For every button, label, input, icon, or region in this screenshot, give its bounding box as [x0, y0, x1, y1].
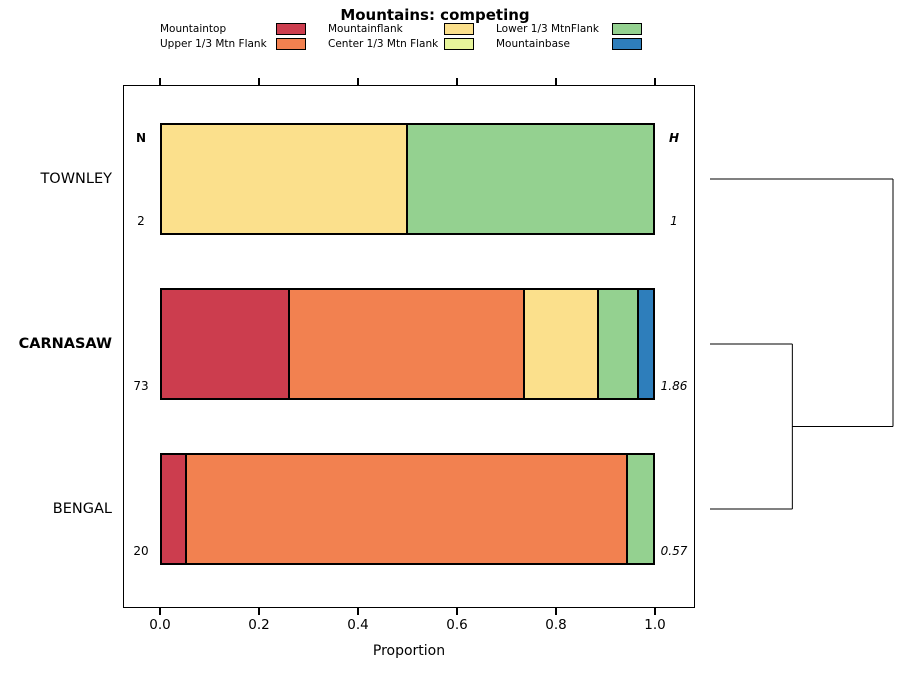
- legend-entry: Upper 1/3 Mtn Flank: [160, 38, 306, 50]
- legend-label: Lower 1/3 MtnFlank: [496, 23, 599, 35]
- legend-swatch: [276, 23, 306, 35]
- x-axis-tick-label: 0.6: [446, 617, 468, 633]
- h-value: 0.57: [660, 544, 688, 558]
- n-value: 20: [133, 544, 149, 558]
- h-value: 1: [670, 214, 678, 228]
- legend-label: Mountainbase: [496, 38, 570, 50]
- legend-entry: Mountaintop: [160, 23, 306, 35]
- chart-title: Mountains: competing: [340, 6, 530, 24]
- legend-swatch: [276, 38, 306, 50]
- x-axis-tick-label: 0.8: [545, 617, 567, 633]
- h-column-header: H: [668, 131, 680, 145]
- h-value: 1.86: [660, 379, 688, 393]
- legend-entry: Mountainbase: [496, 38, 642, 50]
- bar-segment: [407, 125, 653, 233]
- bar-segment: [289, 290, 525, 398]
- x-axis-tick-label: 1.0: [644, 617, 666, 633]
- row-label: TOWNLEY: [40, 171, 112, 187]
- x-axis-tick-top: [357, 78, 359, 86]
- legend-swatch: [612, 23, 642, 35]
- legend-swatch: [612, 38, 642, 50]
- legend-column: Lower 1/3 MtnFlank Mountainbase: [496, 23, 642, 50]
- plot-area: [123, 85, 695, 608]
- x-axis-tick: [159, 607, 161, 615]
- x-axis-tick-label: 0.4: [347, 617, 369, 633]
- bar-segment: [186, 455, 629, 563]
- legend-label: Center 1/3 Mtn Flank: [328, 38, 439, 50]
- x-axis-tick-top: [654, 78, 656, 86]
- legend-column: Mountainflank Center 1/3 Mtn Flank: [328, 23, 474, 50]
- x-axis-title: Proportion: [372, 643, 446, 659]
- x-axis-tick: [357, 607, 359, 615]
- stacked-bar: [160, 453, 655, 565]
- n-value: 2: [137, 214, 145, 228]
- row-label: CARNASAW: [18, 336, 112, 352]
- x-axis-tick: [654, 607, 656, 615]
- x-axis-tick-top: [159, 78, 161, 86]
- x-axis-tick-top: [555, 78, 557, 86]
- bar-segment: [524, 290, 599, 398]
- legend-swatch: [444, 38, 474, 50]
- legend-entry: Lower 1/3 MtnFlank: [496, 23, 642, 35]
- legend-label: Upper 1/3 Mtn Flank: [160, 38, 267, 50]
- bar-segment: [598, 290, 640, 398]
- x-axis-tick: [258, 607, 260, 615]
- legend-label: Mountaintop: [160, 23, 227, 35]
- x-axis-tick: [555, 607, 557, 615]
- legend-swatch: [444, 23, 474, 35]
- legend-entry: Mountainflank: [328, 23, 474, 35]
- legend: Mountaintop Upper 1/3 Mtn Flank Mountainfl…: [160, 23, 642, 50]
- legend-column: Mountaintop Upper 1/3 Mtn Flank: [160, 23, 306, 50]
- x-axis-tick: [456, 607, 458, 615]
- bar-segment: [162, 455, 187, 563]
- x-axis-tick-top: [456, 78, 458, 86]
- legend-entry: Center 1/3 Mtn Flank: [328, 38, 474, 50]
- bar-segment: [628, 455, 653, 563]
- bar-segment: [162, 290, 290, 398]
- x-axis-tick-top: [258, 78, 260, 86]
- row-label: BENGAL: [52, 501, 112, 517]
- stacked-bar: [160, 123, 655, 235]
- n-column-header: N: [135, 131, 147, 145]
- bar-segment: [639, 290, 653, 398]
- x-axis-tick-label: 0.2: [248, 617, 270, 633]
- n-value: 73: [133, 379, 149, 393]
- x-axis-tick-label: 0.0: [149, 617, 171, 633]
- stacked-bar: [160, 288, 655, 400]
- legend-label: Mountainflank: [328, 23, 403, 35]
- bar-segment: [162, 125, 408, 233]
